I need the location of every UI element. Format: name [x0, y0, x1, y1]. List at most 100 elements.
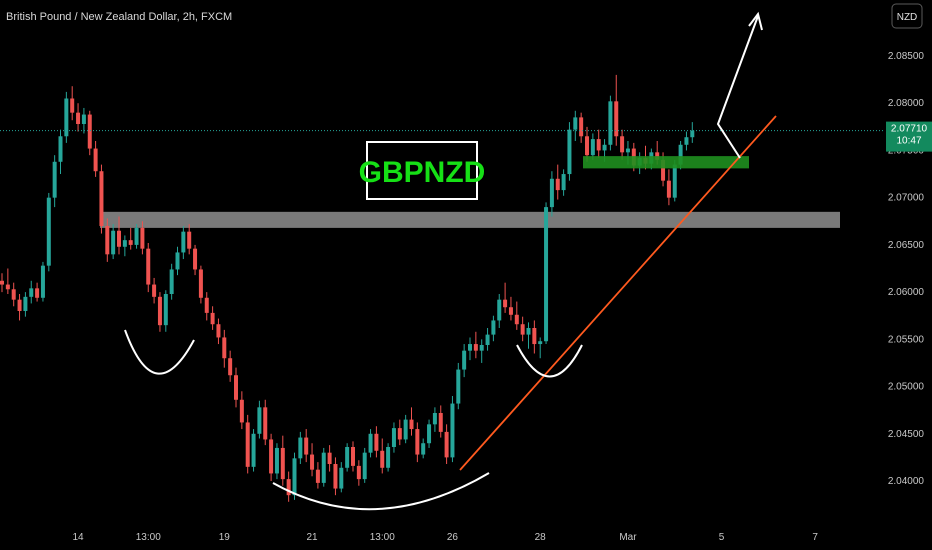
countdown-value: 10:47 [896, 136, 921, 147]
candle-body [596, 139, 601, 151]
candle-body [532, 328, 537, 345]
candle-body [485, 334, 490, 345]
candle-body [356, 465, 361, 480]
candle-body [310, 454, 315, 470]
right-shoulder-curve[interactable] [516, 344, 583, 378]
candle-body [684, 137, 689, 145]
candle-body [269, 439, 274, 474]
candle-body [122, 240, 127, 247]
candle-body [608, 101, 613, 145]
candle-body [415, 429, 420, 455]
candle-body [134, 227, 139, 245]
trendline[interactable] [459, 115, 777, 471]
candle-body [351, 447, 355, 466]
candle-body [87, 114, 92, 149]
candle-body [35, 288, 40, 298]
candle-body [409, 419, 414, 430]
candle-body [5, 284, 10, 290]
candle-body [70, 98, 75, 113]
price-tick-label: 2.04000 [888, 476, 925, 487]
candle-body [678, 144, 683, 165]
candle-body [40, 265, 45, 298]
time-tick-label: 26 [447, 532, 459, 543]
candle-body [508, 307, 513, 315]
time-tick-label: 21 [306, 532, 318, 543]
candle-body [573, 117, 578, 130]
candle-body [427, 424, 432, 444]
candle-body [620, 136, 625, 153]
candle-body [157, 296, 162, 326]
time-tick-label: 13:00 [136, 532, 161, 543]
candle-body [198, 269, 203, 298]
candle-body [432, 413, 437, 425]
projection-arrow[interactable] [716, 15, 759, 159]
candle-body [52, 161, 57, 198]
time-axis[interactable]: 14 13:00 19 21 13:00 26 28 Mar 5 7 [72, 532, 818, 543]
candle-body [304, 437, 309, 455]
candle-body [58, 136, 63, 162]
price-tick-label: 2.07000 [888, 193, 925, 204]
candle-body [526, 328, 531, 335]
candle-body [661, 159, 666, 181]
time-tick-label: 28 [535, 532, 547, 543]
candle-body [245, 422, 250, 467]
candle-body [228, 358, 233, 376]
candle-body [0, 280, 4, 285]
arrow-head-icon [748, 11, 763, 31]
symbol-label-box[interactable]: GBPNZD [359, 141, 486, 200]
candle-body [117, 230, 121, 247]
candle-body [391, 428, 396, 447]
candles-group [0, 74, 695, 502]
candle-body [462, 350, 467, 370]
candle-body [128, 240, 133, 245]
candle-body [29, 288, 34, 297]
candle-body [479, 345, 484, 351]
candle-body [444, 431, 449, 458]
candle-body [298, 437, 303, 459]
candle-body [403, 419, 408, 440]
time-tick-label: 14 [72, 532, 84, 543]
candle-body [239, 399, 244, 423]
candle-body [222, 337, 227, 359]
candle-body [152, 284, 157, 297]
candle-body [614, 101, 619, 137]
candle-body [497, 299, 502, 321]
candle-body [163, 294, 168, 326]
candle-body [339, 467, 344, 489]
price-tick-label: 2.08500 [888, 51, 925, 62]
candle-body [111, 230, 116, 255]
candle-body [503, 299, 508, 308]
candle-body [187, 231, 192, 249]
candle-body [397, 428, 402, 440]
candle-body [193, 248, 198, 270]
time-tick-label: 19 [219, 532, 231, 543]
candle-body [181, 231, 186, 253]
candle-body [76, 112, 81, 124]
candle-body [690, 130, 695, 138]
candle-body [602, 144, 607, 151]
candle-body [567, 129, 572, 175]
currency-badge[interactable]: NZD [891, 3, 923, 29]
candle-body [585, 136, 589, 156]
candle-body [544, 207, 549, 342]
candle-body [438, 413, 443, 432]
time-tick-label: Mar [619, 532, 637, 543]
candle-body [169, 269, 174, 294]
candle-body [280, 447, 285, 480]
candle-body [105, 226, 110, 255]
candle-body [468, 344, 472, 351]
left-shoulder-curve[interactable] [124, 329, 195, 375]
candle-body [140, 227, 145, 249]
candle-body [666, 180, 671, 198]
candle-body [11, 289, 16, 300]
candle-body [327, 452, 332, 464]
candle-body [263, 407, 268, 440]
head-curve[interactable] [272, 472, 490, 511]
candle-body [216, 324, 221, 338]
candle-body [17, 299, 22, 311]
candle-body [81, 114, 86, 124]
candle-body [421, 443, 426, 455]
price-tick-label: 2.05500 [888, 334, 925, 345]
